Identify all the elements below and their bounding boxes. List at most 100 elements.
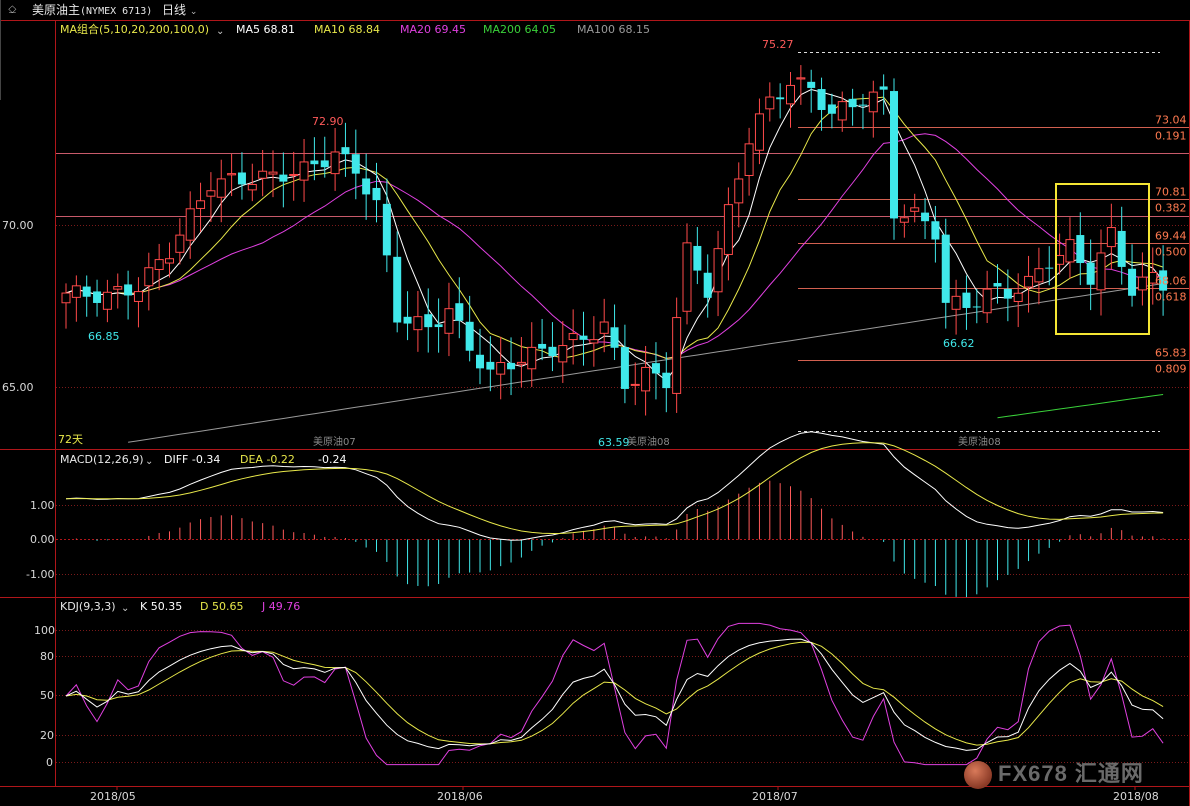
candle-body [424, 314, 433, 328]
candle-body [320, 160, 329, 168]
ma-chevron-icon: ⌄ [216, 26, 224, 37]
candle-body [620, 347, 629, 389]
candle-body [693, 245, 702, 271]
macd-tick-0: 0.00 [30, 533, 55, 546]
kdj-label: KDJ(9,3,3) [60, 600, 116, 613]
k-line [65, 638, 1164, 751]
candle-body [144, 267, 154, 287]
candle-body [133, 291, 143, 302]
resistance-lines [56, 153, 1189, 217]
candle-body [1034, 268, 1044, 283]
candle-body [362, 178, 371, 195]
k-label: K 50.35 [140, 600, 182, 613]
candle-body [154, 259, 164, 271]
candle-body [879, 86, 888, 90]
candle-body [734, 178, 744, 204]
kdj-tick-50: 50 [40, 689, 54, 702]
candle-body [744, 143, 754, 176]
candle-body [1024, 275, 1034, 288]
link-icon[interactable]: ⎐ [8, 3, 17, 16]
candle-body [982, 288, 992, 314]
contract-label-1: 美原油07 [313, 435, 356, 448]
kdj-chevron-icon: ⌄ [121, 603, 129, 614]
candle-body [558, 345, 568, 363]
ma10-label: MA10 68.84 [314, 23, 380, 36]
ma20-label: MA20 69.45 [400, 23, 466, 36]
candle-body [651, 363, 660, 374]
candle-body [765, 96, 775, 110]
candle-body [113, 286, 123, 290]
days-label: 72天 [58, 433, 83, 446]
candle-body [1065, 239, 1075, 263]
candle-body [527, 346, 537, 370]
candle-body [1076, 235, 1085, 264]
candle-body [444, 308, 454, 334]
candle-body [227, 173, 237, 176]
candle-body [548, 346, 557, 357]
ma100-label: MA100 68.15 [577, 23, 650, 36]
candle-body [972, 306, 981, 308]
candle-body [837, 101, 847, 121]
x-tick-jul: 2018/07 [752, 790, 798, 803]
candle-body [413, 316, 423, 331]
candle-body [455, 303, 464, 321]
macd-value-label: -0.24 [318, 453, 346, 466]
symbol-name[interactable]: 美原油主(NYMEX 6713) [32, 3, 153, 17]
globe-icon [964, 761, 992, 790]
candle-body [599, 321, 609, 334]
candle-body [672, 317, 682, 394]
high-label-75: 75.27 [762, 38, 794, 51]
kdj-tick-0: 0 [46, 756, 53, 769]
ma200-label: MA200 64.05 [483, 23, 556, 36]
candle-body [507, 362, 516, 370]
period-selector[interactable]: 日线 ⌄ [162, 3, 198, 17]
macd-tick-m1: -1.00 [26, 568, 54, 581]
ma5-label: MA5 68.81 [236, 23, 295, 36]
candle-body [899, 217, 909, 223]
candle-body [754, 113, 764, 151]
candle-body [165, 258, 174, 264]
candle-body [910, 207, 920, 212]
candle-body [237, 172, 246, 185]
candle-body [1086, 262, 1095, 285]
candle-body [682, 242, 692, 312]
macd-label: MACD(12,26,9) [60, 453, 144, 466]
y-tick-70: 70.00 [2, 219, 34, 232]
candle-body [962, 292, 971, 308]
candle-body [1045, 267, 1054, 269]
diff-label: DIFF -0.34 [164, 453, 220, 466]
fib-retracement [798, 127, 1189, 361]
candle-body [807, 81, 816, 88]
x-tick-aug: 2018/08 [1113, 790, 1159, 803]
candle-body [372, 187, 381, 201]
candle-body [776, 97, 785, 100]
candle-body [786, 84, 795, 105]
candle-body [1117, 230, 1126, 267]
highlight-box [1055, 183, 1150, 335]
candle-body [351, 154, 360, 174]
j-label: J 49.76 [261, 600, 300, 613]
candle-body [579, 335, 588, 340]
x-tick-may: 2018/05 [90, 790, 136, 803]
candle-body [341, 147, 350, 155]
dea-label: DEA -0.22 [240, 453, 295, 466]
candle-body [568, 333, 578, 341]
candle-body [268, 171, 278, 175]
macd-chevron-icon: ⌄ [145, 456, 153, 467]
candle-body [890, 91, 898, 219]
candle-body [216, 178, 226, 198]
candle-body [61, 292, 71, 304]
fib-price-label: 70.81 [1155, 186, 1187, 199]
watermark: FX678 汇通网 [964, 756, 1144, 790]
candle-body [247, 183, 257, 191]
candle-body [206, 190, 216, 197]
candle-body [796, 77, 806, 80]
candle-body [848, 98, 857, 108]
candles [61, 65, 1168, 416]
candle-body [641, 366, 651, 392]
candle-body [403, 316, 412, 324]
fib-price-label: 69.44 [1155, 230, 1187, 243]
candle-body [1159, 270, 1168, 291]
candle-body [1106, 227, 1116, 248]
candle-body [858, 104, 867, 106]
